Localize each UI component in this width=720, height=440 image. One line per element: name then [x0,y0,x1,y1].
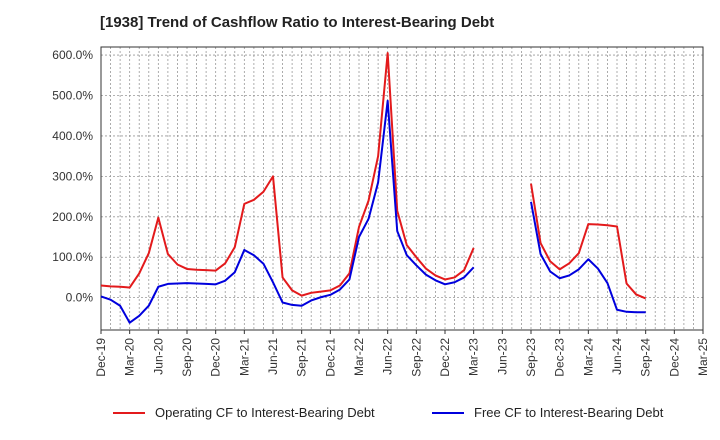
x-tick-label: Mar-25 [696,338,710,376]
legend: Operating CF to Interest-Bearing Debt Fr… [0,405,720,425]
x-tick-label: Dec-24 [667,338,681,377]
plot-frame [100,46,704,331]
axis-layer: 600.0% 500.0% 400.0% 300.0% 200.0% 100.0% 0.0%… [52,46,710,377]
x-tick-label: Sep-24 [639,338,653,377]
chart-title: [1938] Trend of Cashflow Ratio to Intere… [100,14,495,31]
x-tick-label: Sep-20 [180,338,194,377]
series-line-free-cf [100,99,646,324]
x-tick-label: Dec-23 [553,338,567,377]
y-tick-label: 500.0% [52,89,93,103]
legend-swatch-free-cf [432,411,464,414]
legend-label-free-cf: Free CF to Interest-Bearing Debt [474,405,664,420]
y-tick-label: 200.0% [52,210,93,224]
y-tick-label: 600.0% [52,48,93,62]
x-tick-label: Mar-22 [352,338,366,376]
x-tick-label: Jun-21 [266,338,280,375]
y-tick-label: 100.0% [52,250,93,264]
x-tick-label: Mar-24 [581,338,595,376]
x-tick-label: Jun-20 [151,338,165,375]
x-tick-label: Jun-24 [610,338,624,375]
x-tick-label: Mar-20 [123,338,137,376]
legend-item-operating-cf: Operating CF to Interest-Bearing Debt [113,405,375,420]
y-tick-label: 0.0% [66,291,94,305]
legend-swatch-operating-cf [113,411,145,414]
y-tick-label: 300.0% [52,169,93,183]
x-tick-label: Jun-22 [381,338,395,375]
series-line-operating-cf [100,52,647,300]
x-tick-label: Sep-22 [409,338,423,377]
x-tick-label: Dec-19 [94,338,108,377]
x-tick-label: Dec-22 [438,338,452,377]
x-tick-label: Sep-23 [524,338,538,377]
series-layer [100,52,647,324]
x-tick-label: Mar-21 [237,338,251,376]
legend-item-free-cf: Free CF to Interest-Bearing Debt [432,405,663,420]
legend-label-operating-cf: Operating CF to Interest-Bearing Debt [155,405,375,420]
x-tick-label: Sep-21 [295,338,309,377]
x-tick-label: Jun-23 [495,338,509,375]
y-tick-label: 400.0% [52,129,93,143]
x-tick-label: Dec-20 [209,338,223,377]
x-tick-label: Dec-21 [323,338,337,377]
grid-layer [100,47,704,330]
x-tick-label: Mar-23 [467,338,481,376]
